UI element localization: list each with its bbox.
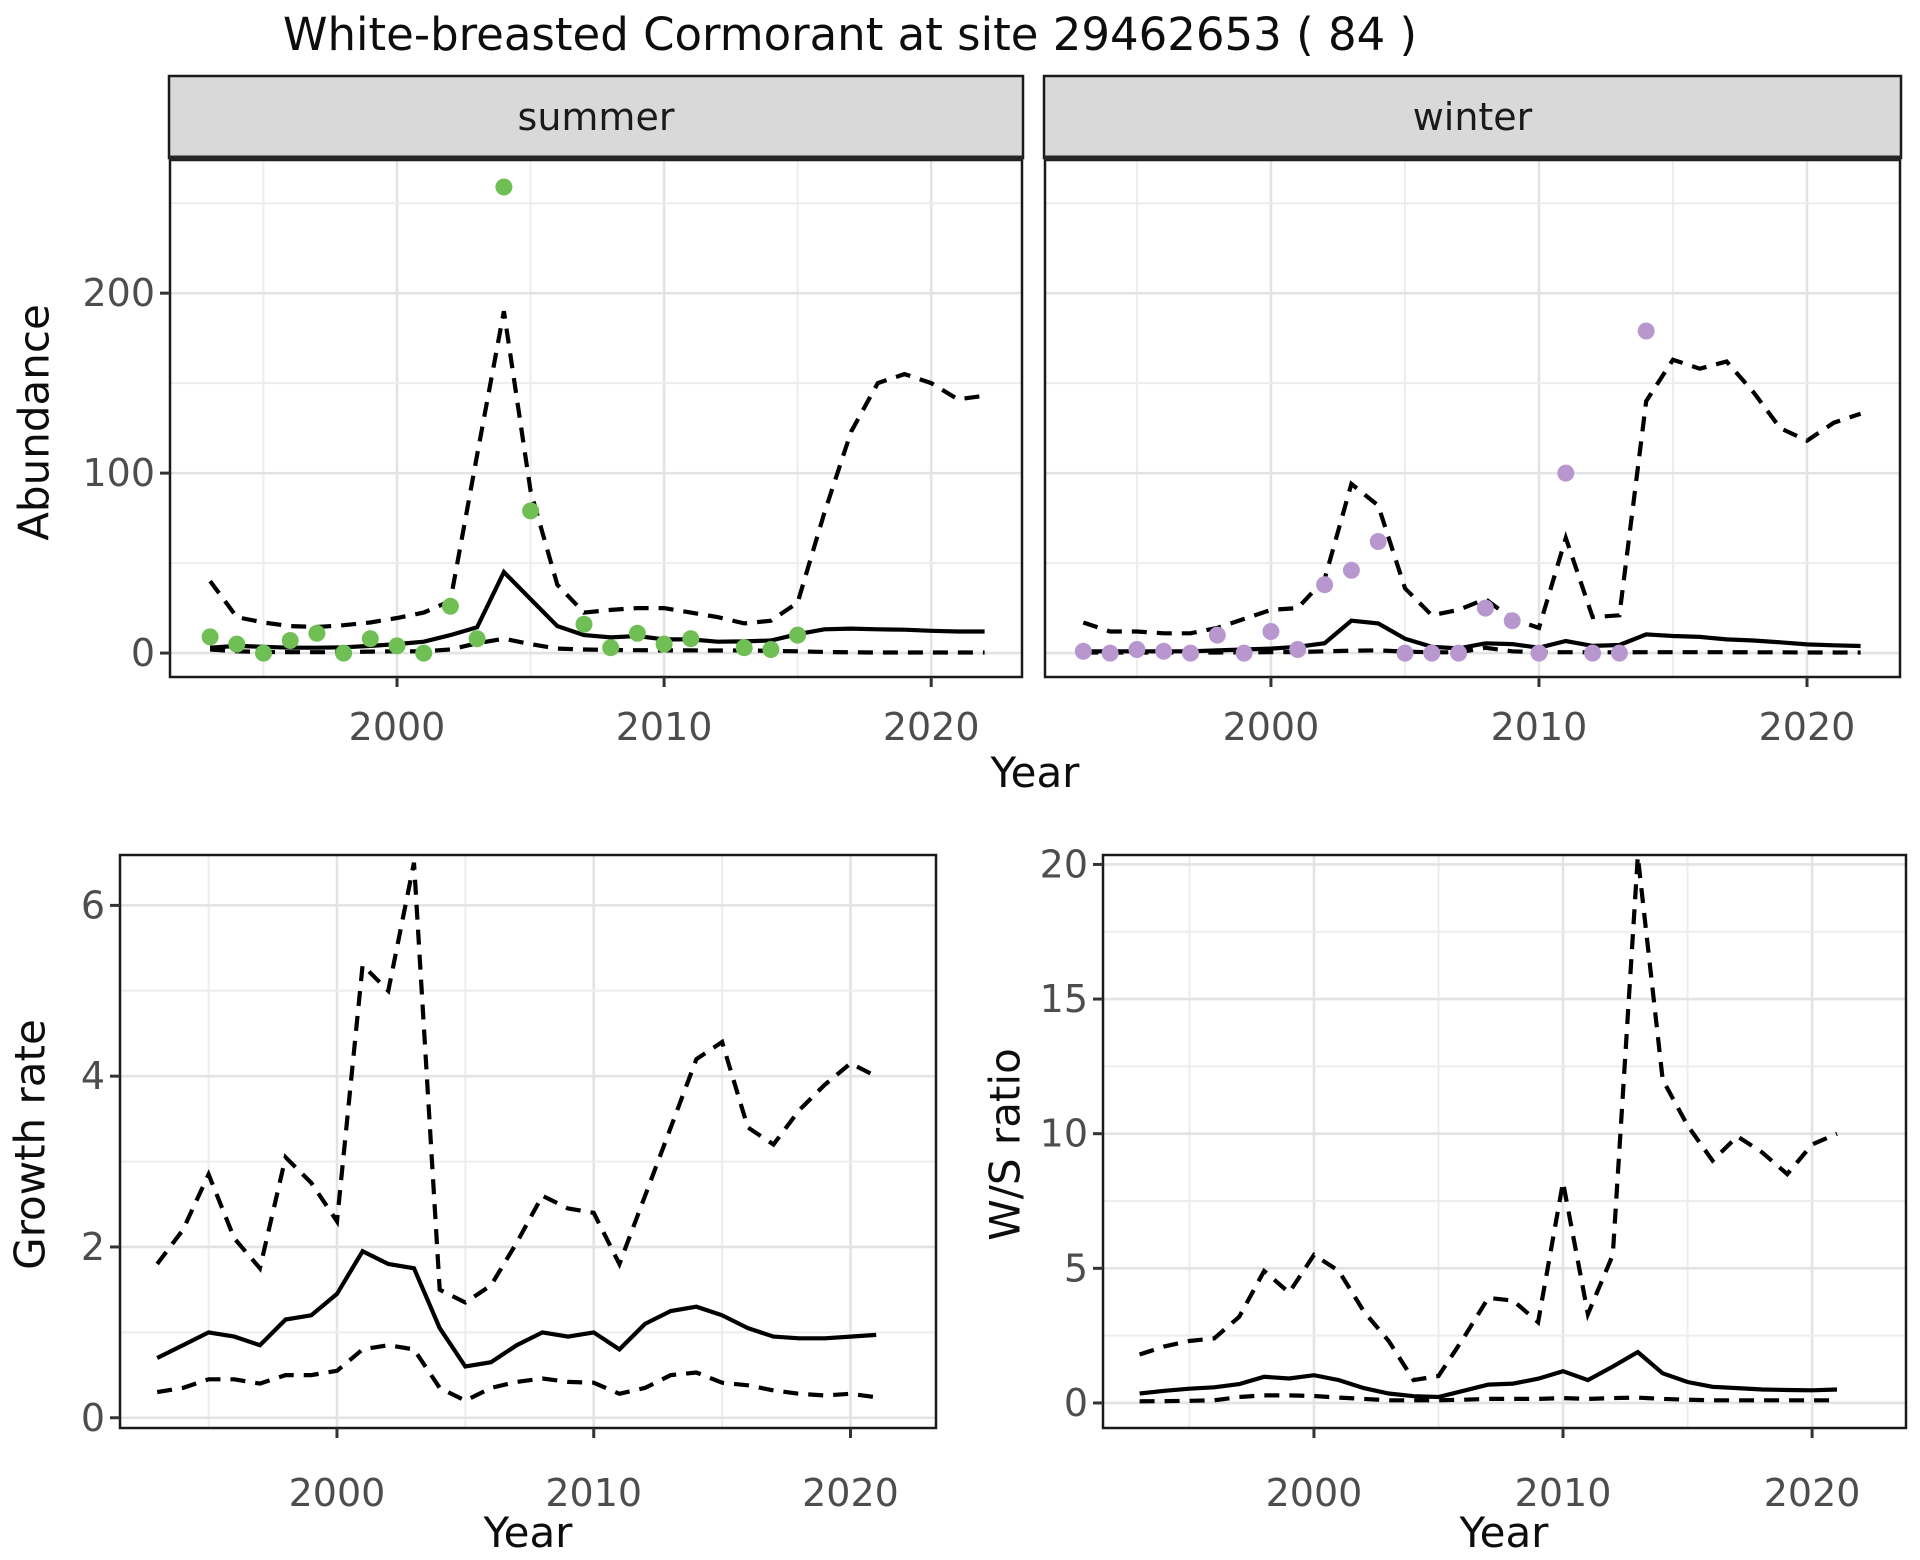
y-axis-title-ws-ratio: W/S ratio (980, 1048, 1030, 1241)
observed-point (1637, 322, 1655, 340)
y-tick-label: 4 (81, 1054, 105, 1098)
panel-background (1045, 160, 1900, 677)
observed-point (628, 624, 646, 642)
x-tick-label: 2020 (802, 1471, 899, 1515)
gridlines (1103, 855, 1906, 1428)
abundance-summer-upper-ci-line (208, 310, 985, 630)
observed-point (1128, 641, 1146, 658)
y-tick-label: 10 (1040, 1112, 1088, 1156)
x-tick-label: 2000 (289, 1471, 386, 1515)
observed-point (1208, 626, 1226, 644)
observed-point (281, 632, 299, 649)
observed-point (1557, 464, 1575, 482)
panel-growth-rate: 2000 2010 2020 0 2 4 6 (81, 853, 938, 1515)
observed-point (1342, 561, 1360, 579)
facet-label-winter: winter (1413, 95, 1533, 139)
observed-point (735, 639, 753, 657)
observed-point (1155, 642, 1173, 660)
observed-point (655, 635, 673, 653)
observed-point (602, 639, 620, 657)
panel-abundance-summer: summer 2000 2010 2020 0 100 200 (82, 74, 1025, 749)
observed-point (1235, 644, 1253, 662)
observed-point (495, 178, 513, 196)
observed-point (335, 644, 353, 662)
panel-background (170, 160, 1022, 677)
x-tick-label: 2000 (1223, 705, 1320, 749)
observed-point (415, 644, 433, 662)
observed-point (1476, 599, 1494, 617)
observed-point (682, 630, 700, 648)
x-tick-label: 2000 (1266, 1471, 1363, 1515)
observed-point (1262, 623, 1280, 640)
x-tick-label: 2010 (616, 705, 713, 749)
facet-strip-winter (1042, 74, 1903, 160)
observed-point (1584, 644, 1602, 662)
facet-label-summer: summer (518, 95, 675, 139)
observed-point (308, 624, 326, 642)
observed-point (789, 626, 807, 644)
x-axis-title-year-growth: Year (483, 1508, 573, 1557)
y-tick-label: 6 (81, 883, 105, 927)
summer-counts-points (201, 178, 807, 662)
x-tick-label: 2000 (349, 705, 446, 749)
observed-point (1182, 644, 1199, 662)
x-tick-label: 2020 (1764, 1471, 1861, 1515)
y-tick-label: 200 (82, 271, 155, 315)
x-tick-label: 2020 (883, 705, 980, 749)
panel-ws-ratio: 2000 2010 2020 0 5 10 15 20 (1040, 842, 1908, 1515)
observed-point (1101, 644, 1119, 662)
x-tick-label: 2020 (1759, 705, 1856, 749)
observed-point (1610, 644, 1628, 662)
ws-ratio-median-fit-line (1139, 1349, 1838, 1400)
chart-title: White-breasted Cormorant at site 2946265… (283, 8, 1418, 61)
y-tick-label: 5 (1064, 1246, 1088, 1290)
observed-point (255, 644, 272, 662)
panel-border (118, 853, 938, 1430)
observed-point (1423, 644, 1441, 662)
y-tick-label: 2 (81, 1225, 105, 1269)
observed-point (575, 615, 593, 633)
observed-point (361, 630, 379, 648)
observed-point (1530, 644, 1548, 662)
x-tick-label: 2010 (1491, 705, 1588, 749)
observed-point (1396, 644, 1414, 662)
observed-point (1074, 642, 1092, 660)
y-tick-label: 0 (81, 1396, 105, 1440)
y-tick-label: 0 (131, 631, 155, 675)
observed-point (762, 641, 780, 658)
growth-rate-median-fit-line (156, 1248, 877, 1369)
y-axis-title-growth-rate: Growth rate (5, 1019, 55, 1270)
growth-rate-upper-ci-line (155, 862, 878, 1305)
y-tick-label: 0 (1064, 1381, 1088, 1425)
observed-point (1369, 533, 1387, 550)
x-axis-title-year-ws: Year (1459, 1508, 1549, 1557)
observed-point (1450, 644, 1468, 662)
panel-abundance-winter: winter 2000 2010 2020 (1042, 74, 1903, 749)
panel-background (120, 855, 936, 1428)
observed-point (1503, 612, 1521, 630)
observed-point (388, 637, 406, 655)
abundance-winter-lower-ci-line (1083, 645, 1861, 655)
x-axis-title-year-top: Year (990, 748, 1080, 797)
x-tick-label: 2010 (1515, 1471, 1612, 1515)
observed-point (522, 502, 540, 520)
observed-point (468, 630, 486, 648)
panel-background (1103, 855, 1906, 1428)
winter-counts-points (1074, 322, 1655, 662)
y-tick-label: 15 (1040, 977, 1088, 1021)
y-tick-label: 100 (82, 451, 155, 495)
ws-ratio-lower-ci-line (1139, 1393, 1837, 1404)
panel-border (1101, 853, 1908, 1430)
observed-point (441, 597, 459, 615)
y-axis-title-abundance: Abundance (9, 304, 59, 541)
facet-strip-summer (167, 74, 1025, 160)
y-tick-label: 20 (1040, 842, 1088, 886)
x-tick-label: 2010 (545, 1471, 642, 1515)
observed-point (228, 635, 246, 653)
observed-point (1289, 641, 1307, 658)
observed-point (1316, 576, 1334, 594)
observed-point (201, 628, 219, 646)
